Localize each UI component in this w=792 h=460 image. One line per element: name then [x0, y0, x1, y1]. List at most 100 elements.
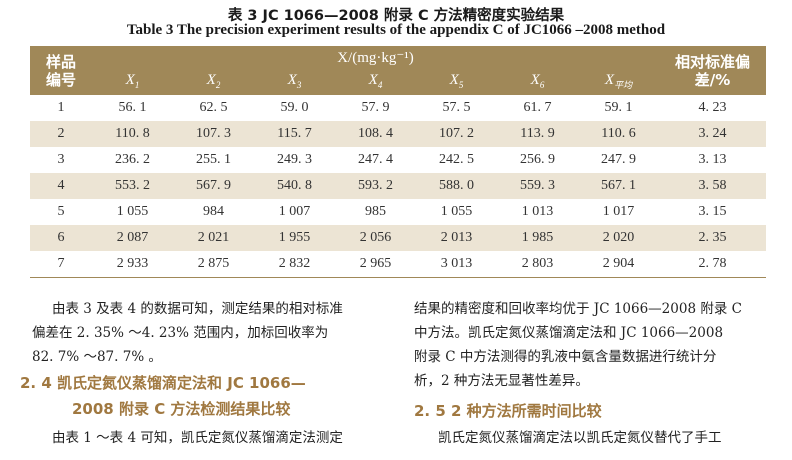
header-col-x5: X5 [416, 70, 497, 95]
cell-value: 247. 9 [601, 152, 636, 167]
cell-value: 2 965 [335, 251, 416, 278]
cell-value: 61. 7 [523, 100, 552, 115]
left-p1-line2: 偏差在 2. 35% ～4. 23% 范围内，加标回收率为 [32, 325, 329, 341]
cell-value: 2 832 [254, 251, 335, 278]
header-rsd: 相对标准偏差/% [659, 46, 767, 95]
right-paragraph-1: 结果的精密度和回收率均优于 JC 1066—2008 附录 C 中方法。凯氏定氮… [414, 297, 742, 393]
table-row: 4 553. 2 567. 9 540. 8 593. 2 588. 0 559. 3 567… [30, 173, 767, 199]
cell-value: 559. 3 [497, 173, 578, 199]
cell-value: 249. 3 [277, 152, 312, 167]
left-p1-line3: 82. 7% ～87. 7% 。 [32, 349, 162, 365]
cell-rsd: 2. 78 [659, 251, 767, 278]
cell-value: 113. 9 [497, 121, 578, 147]
table-row: 3 236. 2 255. 1 249. 3 247. 4 242. 5 256. 9 247… [30, 147, 766, 173]
right-p2-line1: 凯氏定氮仪蒸馏滴定法以凯氏定氮仪替代了手工 [438, 430, 722, 446]
cell-value: 1 955 [254, 225, 335, 251]
table-body: 1 56. 1 62. 5 59. 0 57. 9 57. 5 61. 7 59. 1 4. 2… [30, 95, 767, 278]
cell-sample-id: 6 [30, 225, 92, 251]
cell-value: 2 933 [92, 251, 173, 278]
cell-value: 2 875 [173, 251, 254, 278]
cell-value: 1 013 [521, 204, 554, 219]
cell-rsd: 2. 35 [659, 225, 767, 251]
cell-value: 2 056 [335, 225, 416, 251]
left-paragraph-1: 由表 3 及表 4 的数据可知，测定结果的相对标准 偏差在 2. 35% ～4.… [32, 297, 343, 369]
header-concentration-group: X/(mg·kg⁻¹) [92, 46, 660, 70]
table-caption-en: Table 3 The precision experiment results… [126, 22, 666, 38]
header-col-x3: X3 [254, 70, 335, 95]
cell-value: 115. 7 [254, 121, 335, 147]
header-col-x1: X1 [92, 70, 173, 95]
cell-value: 108. 4 [335, 121, 416, 147]
right-p1-line1: 结果的精密度和回收率均优于 JC 1066—2008 附录 C [414, 301, 742, 317]
cell-value: 59. 0 [280, 100, 309, 115]
cell-value: 59. 1 [604, 100, 633, 115]
cell-value: 593. 2 [335, 173, 416, 199]
cell-value: 2 021 [173, 225, 254, 251]
cell-value: 553. 2 [92, 173, 173, 199]
cell-value: 567. 9 [173, 173, 254, 199]
section-heading-2-4: 2. 4 凯氏定氮仪蒸馏滴定法和 JC 1066— 2008 附录 C 方法检测… [20, 370, 306, 422]
cell-sample-id: 7 [30, 251, 92, 278]
left-paragraph-2: 由表 1 ～表 4 可知，凯氏定氮仪蒸馏滴定法测定 [52, 426, 343, 450]
cell-value: 2 087 [92, 225, 173, 251]
cell-sample-id: 3 [57, 152, 65, 167]
cell-value: 255. 1 [196, 152, 231, 167]
cell-value: 56. 1 [118, 100, 147, 115]
cell-value: 1 055 [116, 204, 149, 219]
table-row: 2 110. 8 107. 3 115. 7 108. 4 107. 2 113. 9 110… [30, 121, 767, 147]
header-subcolumns: X1 X2 X3 X4 X5 X6 X平均 [30, 70, 766, 95]
cell-value: 110. 6 [578, 121, 660, 147]
cell-value: 1 017 [602, 204, 635, 219]
cell-rsd: 3. 15 [698, 204, 727, 219]
section-heading-2-5: 2. 5 2 种方法所需时间比较 [414, 402, 602, 420]
cell-value: 567. 1 [578, 173, 660, 199]
cell-rsd: 3. 24 [659, 121, 767, 147]
cell-value: 2 020 [578, 225, 660, 251]
cell-value: 236. 2 [115, 152, 150, 167]
right-p1-line3: 附录 C 中方法测得的乳液中氨含量数据进行统计分 [414, 349, 717, 365]
cell-value: 984 [203, 204, 224, 219]
cell-value: 107. 2 [416, 121, 497, 147]
cell-value: 1 985 [497, 225, 578, 251]
cell-value: 1 055 [440, 204, 473, 219]
results-table: 样品编号 X/(mg·kg⁻¹) 相对标准偏差/% X1 X2 X3 X4 X5 X6 X平… [30, 46, 767, 278]
cell-value: 256. 9 [520, 152, 555, 167]
cell-value: 2 803 [497, 251, 578, 278]
header-col-x6: X6 [497, 70, 578, 95]
cell-value: 247. 4 [358, 152, 393, 167]
cell-value: 985 [365, 204, 386, 219]
right-p1-line4: 析，2 种方法无显著性差异。 [414, 373, 589, 389]
table-caption-cn: 表 3 JC 1066—2008 附录 C 方法精密度实验结果 [227, 8, 565, 24]
left-p2-line1: 由表 1 ～表 4 可知，凯氏定氮仪蒸馏滴定法测定 [52, 430, 343, 446]
cell-value: 57. 9 [361, 100, 390, 115]
table-row: 5 1 055 984 1 007 985 1 055 1 013 1 017 3. 15 [30, 199, 766, 225]
cell-sample-id: 1 [57, 100, 65, 115]
cell-value: 57. 5 [442, 100, 471, 115]
left-p1-line1: 由表 3 及表 4 的数据可知，测定结果的相对标准 [52, 301, 343, 317]
right-p1-line2: 中方法。凯氏定氮仪蒸馏滴定法和 JC 1066—2008 [414, 325, 724, 341]
right-paragraph-2: 凯氏定氮仪蒸馏滴定法以凯氏定氮仪替代了手工 [438, 426, 722, 450]
table-row: 1 56. 1 62. 5 59. 0 57. 9 57. 5 61. 7 59. 1 4. 2… [30, 95, 766, 121]
cell-value: 242. 5 [439, 152, 474, 167]
cell-rsd: 3. 13 [698, 152, 727, 167]
cell-value: 1 007 [278, 204, 311, 219]
cell-value: 107. 3 [173, 121, 254, 147]
header-col-x4: X4 [335, 70, 416, 95]
cell-sample-id: 2 [30, 121, 92, 147]
heading-2-4-line2: 2008 附录 C 方法检测结果比较 [72, 400, 291, 418]
header-col-x2: X2 [173, 70, 254, 95]
cell-value: 588. 0 [416, 173, 497, 199]
header-col-x7: X平均 [578, 70, 660, 95]
cell-value: 2 904 [578, 251, 660, 278]
cell-sample-id: 4 [30, 173, 92, 199]
cell-value: 3 013 [416, 251, 497, 278]
cell-value: 540. 8 [254, 173, 335, 199]
cell-rsd: 3. 58 [659, 173, 767, 199]
cell-value: 2 013 [416, 225, 497, 251]
cell-rsd: 4. 23 [698, 100, 727, 115]
cell-sample-id: 5 [57, 204, 65, 219]
cell-value: 110. 8 [92, 121, 173, 147]
cell-value: 62. 5 [199, 100, 228, 115]
